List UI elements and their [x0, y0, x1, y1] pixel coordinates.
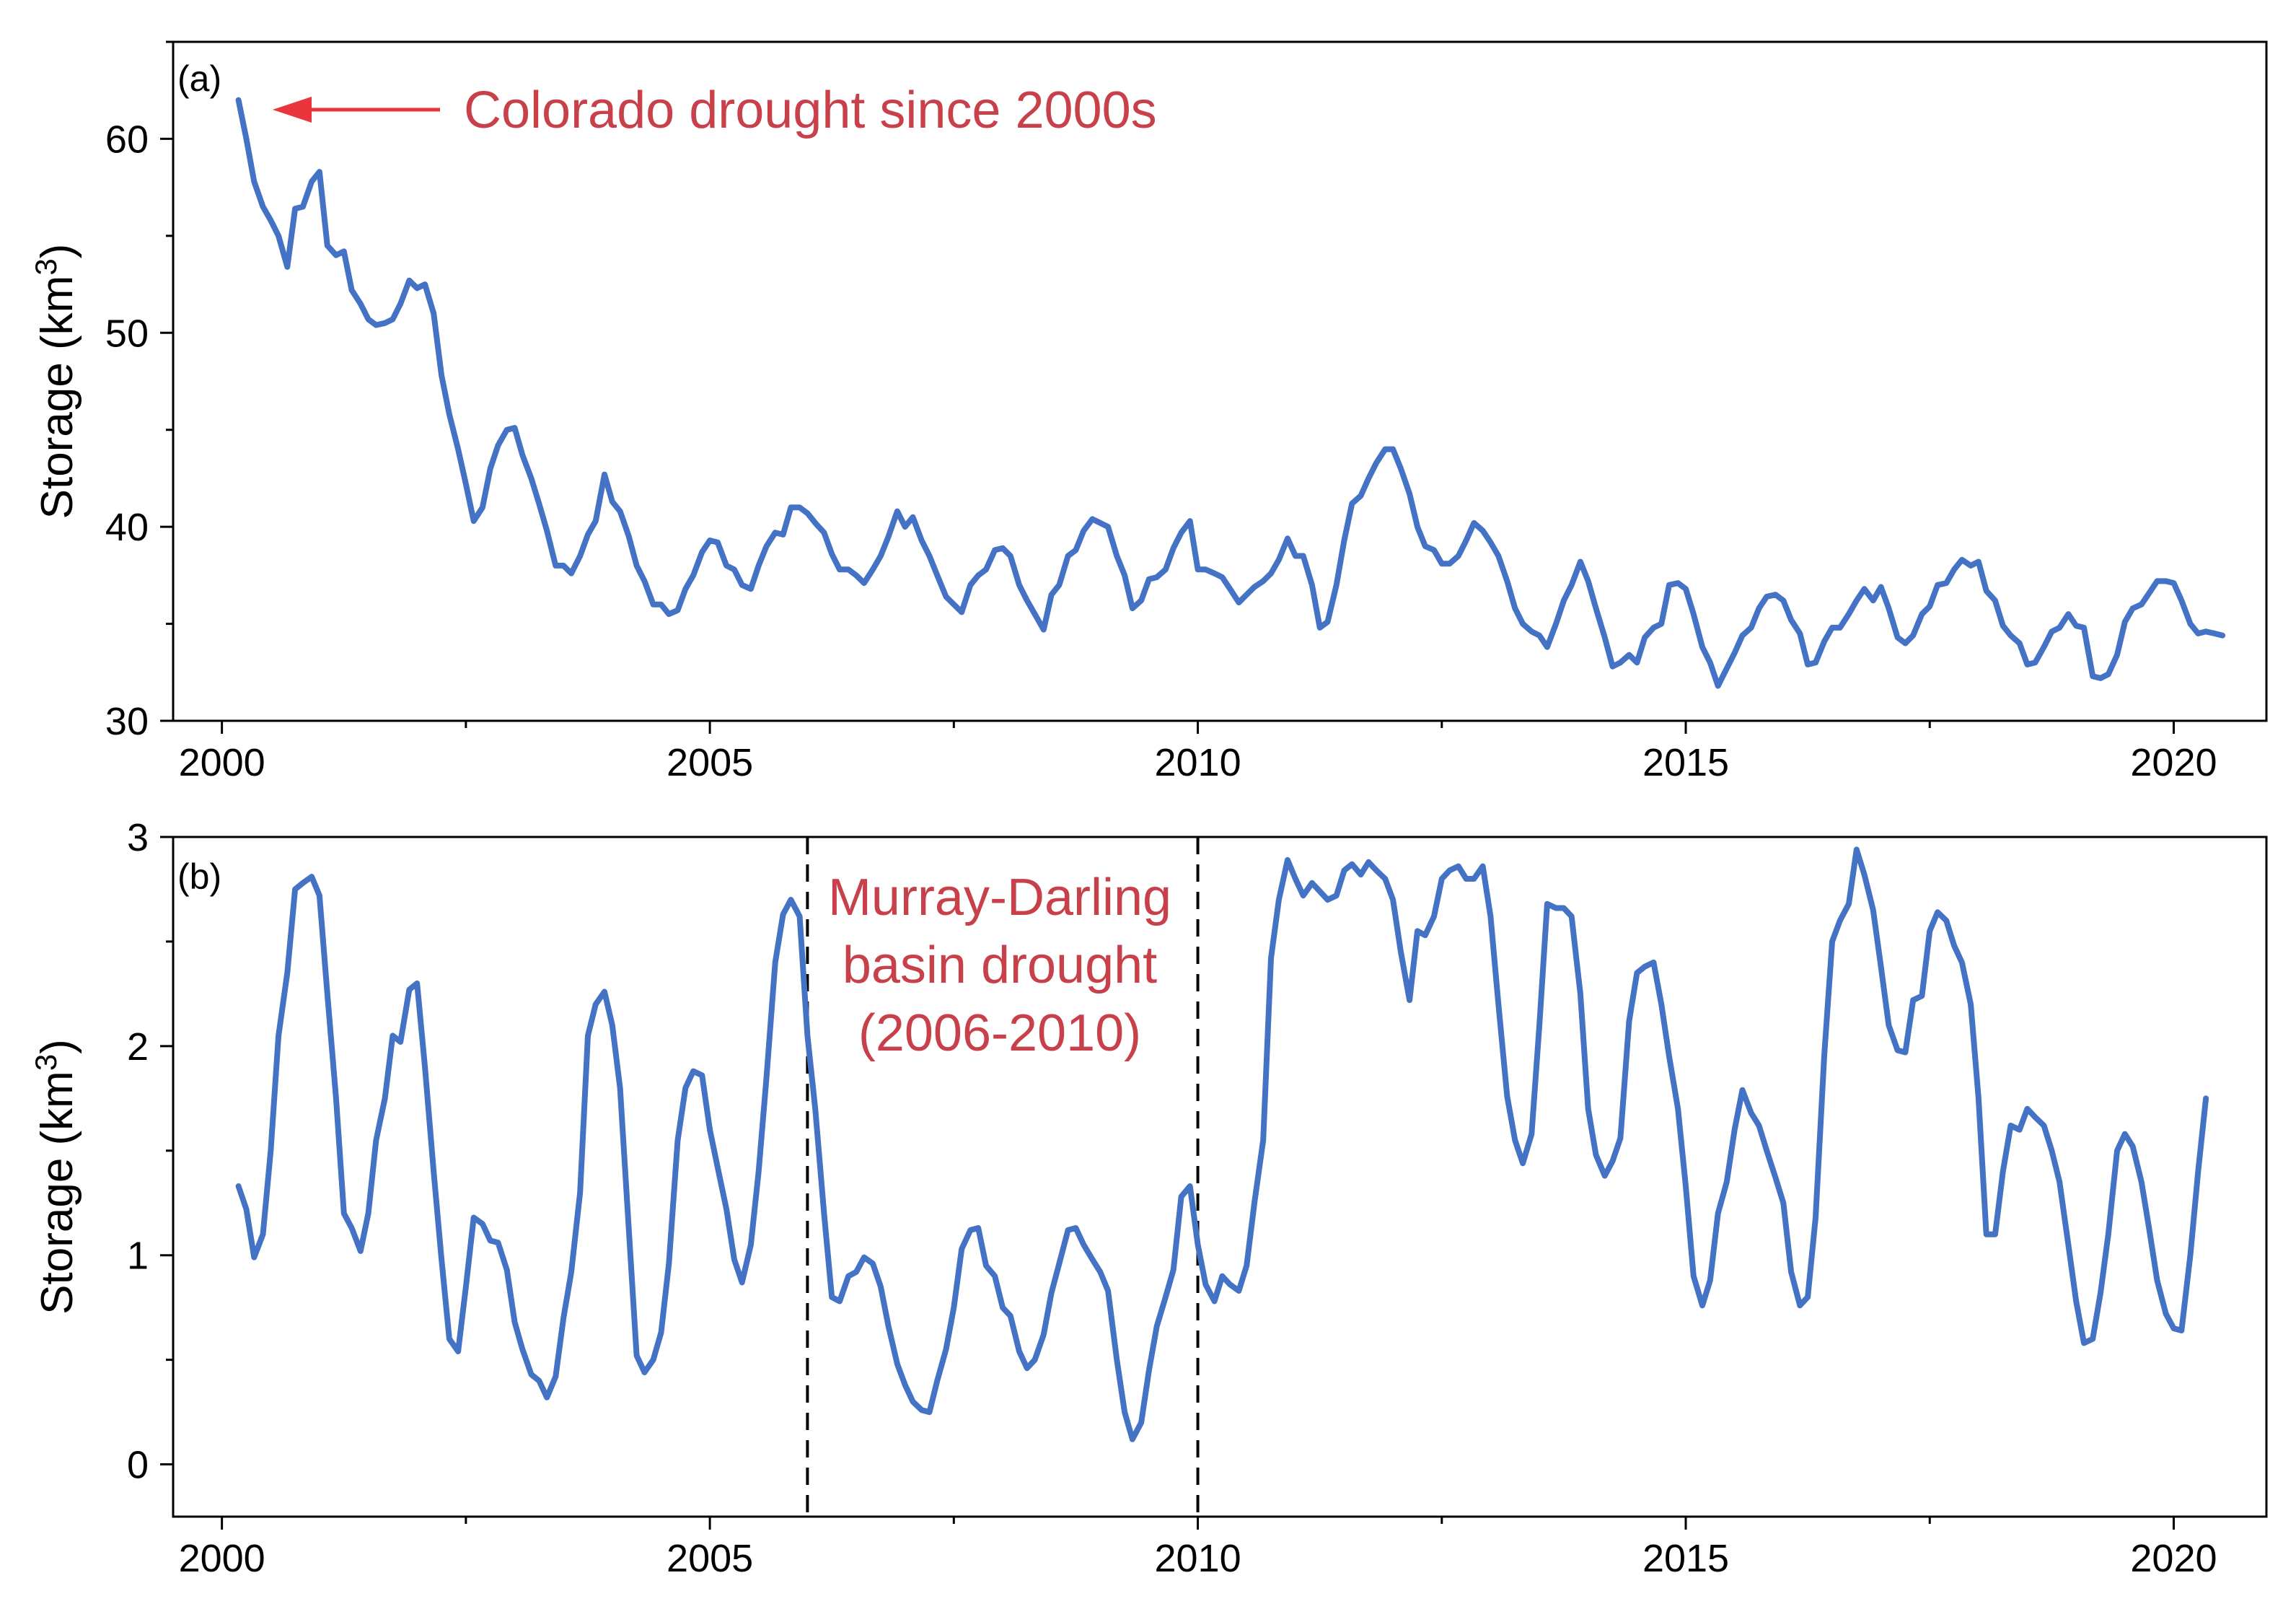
panel-label: (a)	[177, 58, 221, 99]
panel-label: (b)	[177, 856, 221, 897]
storage-series-line	[235, 846, 2209, 1442]
x-tick-label: 2020	[2130, 741, 2217, 784]
y-tick-label: 3	[127, 816, 149, 859]
plot-frame	[172, 836, 2268, 1518]
murray-darling-annotation-line: basin drought	[843, 937, 1157, 994]
storage-series-line	[235, 97, 2226, 689]
y-tick-label: 2	[127, 1025, 149, 1069]
y-tick-label: 50	[105, 312, 149, 355]
colorado-annotation: Colorado drought since 2000s	[464, 82, 1157, 139]
x-tick-label: 2010	[1154, 1537, 1241, 1580]
x-tick-label: 2005	[667, 1537, 753, 1580]
x-tick-label: 2000	[179, 1537, 265, 1580]
y-tick-label: 30	[105, 700, 149, 743]
x-tick-label: 2005	[667, 741, 753, 784]
x-tick-label: 2000	[179, 741, 265, 784]
x-tick-label: 2020	[2130, 1537, 2217, 1580]
x-tick-label: 2010	[1154, 741, 1241, 784]
y-axis-title: Storage (km3)	[29, 1039, 82, 1315]
panel-b: 2000 2005 2010 2015 2020 0 1 2 3 Storage (km3) (b)…	[29, 816, 2268, 1580]
plot-frame	[172, 40, 2268, 722]
murray-darling-annotation-line: Murray-Darling	[828, 869, 1171, 926]
panel-a: 2000 2005 2010 2015 2020 30 40 50 60 Storage (km3…	[29, 40, 2268, 784]
y-tick-label: 0	[127, 1444, 149, 1487]
y-tick-label: 1	[127, 1235, 149, 1278]
x-tick-label: 2015	[1642, 741, 1729, 784]
y-tick-label: 40	[105, 506, 149, 549]
x-tick-label: 2015	[1642, 1537, 1729, 1580]
murray-darling-annotation-line: (2006-2010)	[858, 1004, 1141, 1062]
annotation-arrow-head	[273, 97, 312, 123]
y-axis-title: Storage (km3)	[29, 244, 82, 519]
y-tick-label: 60	[105, 118, 149, 161]
